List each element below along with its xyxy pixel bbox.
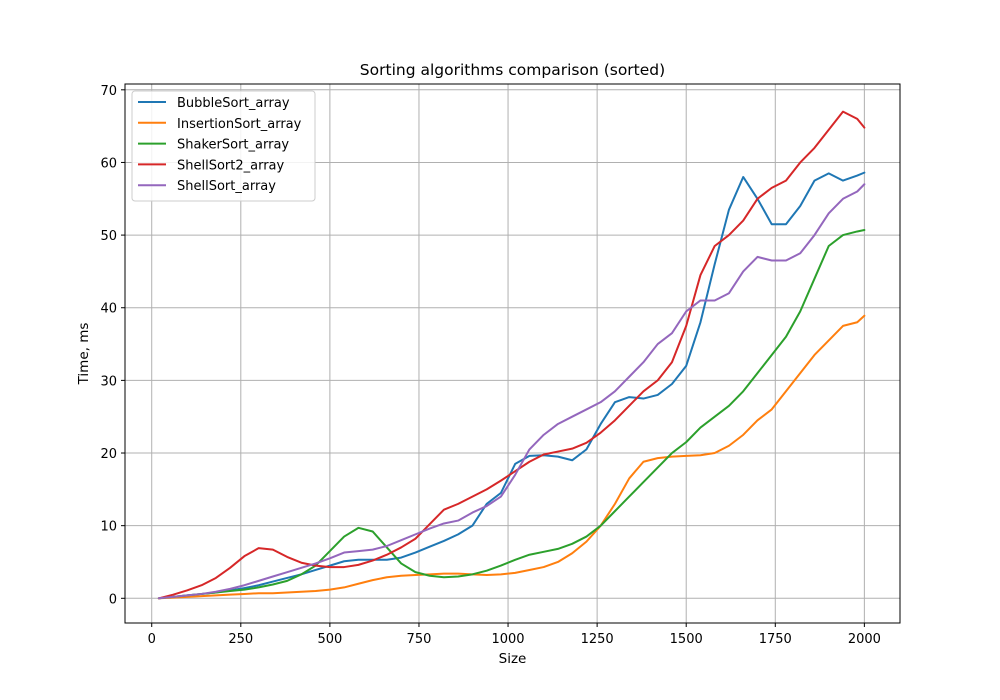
series-line-shellsort-array bbox=[157, 183, 866, 600]
x-tick-label: 1500 bbox=[670, 632, 703, 647]
y-tick-label: 60 bbox=[100, 156, 117, 171]
series-line-insertionsort-array bbox=[157, 314, 866, 600]
legend-label: ShellSort2_array bbox=[177, 158, 285, 173]
legend-label: BubbleSort_array bbox=[177, 96, 290, 111]
x-tick-label: 2000 bbox=[848, 632, 881, 647]
y-tick-label: 0 bbox=[109, 592, 117, 607]
series-lines bbox=[157, 110, 866, 600]
x-axis-title: Size bbox=[499, 651, 527, 667]
y-axis-title: Time, ms bbox=[76, 323, 92, 386]
x-tick-label: 750 bbox=[407, 632, 432, 647]
legend-label: ShakerSort_array bbox=[177, 138, 289, 153]
axis-ticks: 0 250 500 750 1000 1250 1500 1750 2000 0 10 20 30 40 5… bbox=[100, 84, 880, 647]
y-tick-label: 10 bbox=[100, 520, 117, 535]
plot-area-frame bbox=[124, 83, 901, 624]
chart-title: Sorting algorithms comparison (sorted) bbox=[360, 61, 665, 79]
x-tick-label: 1750 bbox=[759, 632, 792, 647]
grid bbox=[125, 84, 900, 623]
series-line-bubblesort-array bbox=[157, 171, 866, 600]
x-tick-label: 500 bbox=[317, 632, 342, 647]
y-tick-label: 20 bbox=[100, 447, 117, 462]
legend-label: InsertionSort_array bbox=[177, 117, 302, 132]
x-tick-label: 1250 bbox=[581, 632, 614, 647]
y-tick-label: 30 bbox=[100, 374, 117, 389]
x-tick-label: 0 bbox=[148, 632, 156, 647]
y-tick-label: 70 bbox=[100, 84, 117, 99]
legend-label: ShellSort_array bbox=[177, 179, 276, 194]
legend: BubbleSort_array InsertionSort_array Shake… bbox=[131, 90, 316, 202]
x-tick-label: 250 bbox=[228, 632, 253, 647]
legend-box bbox=[131, 90, 316, 202]
y-tick-label: 50 bbox=[100, 229, 117, 244]
series-line-shakersort-array bbox=[157, 229, 866, 600]
series-line-shellsort2-array bbox=[157, 110, 866, 600]
y-tick-label: 40 bbox=[100, 302, 117, 317]
x-tick-label: 1000 bbox=[491, 632, 524, 647]
